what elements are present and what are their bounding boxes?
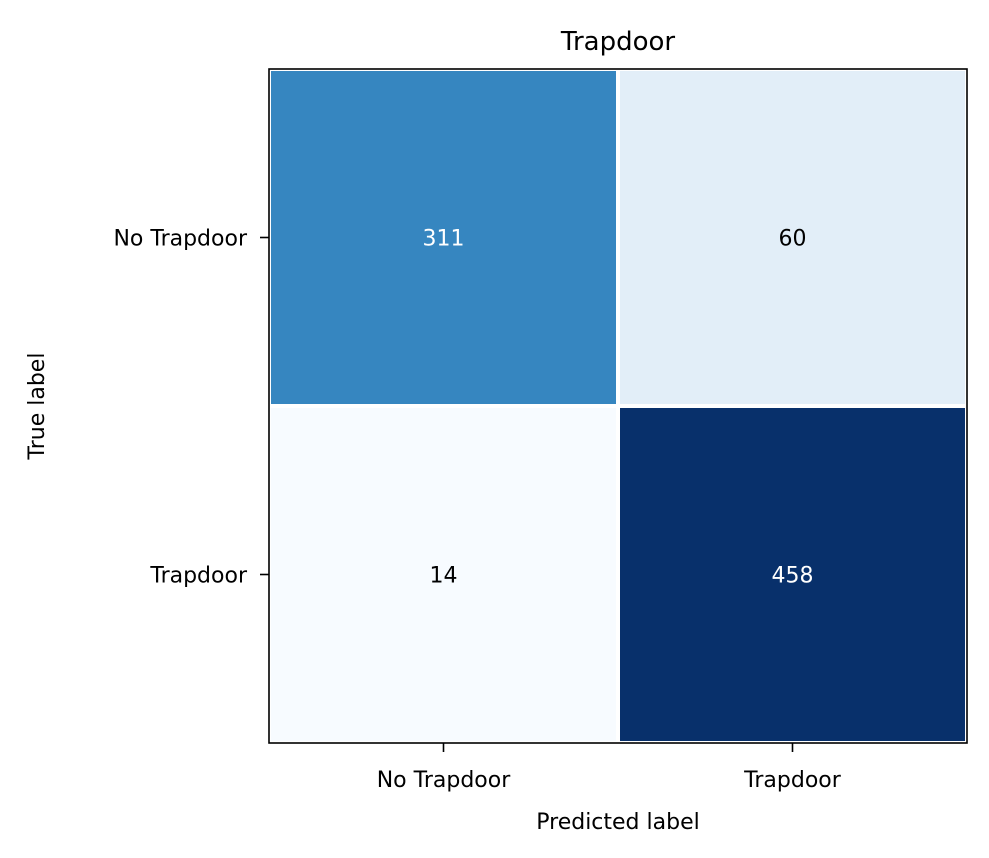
heatmap-cell-label-r0-c1: 60 — [779, 227, 807, 252]
chart-title: Trapdoor — [560, 27, 676, 57]
x-axis-ticks: No Trapdoor Trapdoor — [377, 743, 842, 793]
heatmap-cell-label-r0-c0: 311 — [423, 227, 465, 252]
y-axis-label: True label — [25, 353, 50, 461]
heatmap-cell-labels: 311 60 14 458 — [423, 227, 814, 589]
heatmap-cell-r1-c0 — [267, 404, 620, 745]
heatmap-cell-r1-c1 — [616, 404, 969, 745]
y-tick-label-0: No Trapdoor — [113, 227, 247, 252]
heatmap-cell-r0-c0 — [267, 67, 620, 408]
y-axis-ticks: No Trapdoor Trapdoor — [113, 227, 269, 589]
y-tick-label-1: Trapdoor — [149, 564, 248, 589]
x-tick-label-1: Trapdoor — [743, 768, 842, 793]
heatmap-cell-label-r1-c1: 458 — [772, 564, 814, 589]
heatmap-cells — [267, 67, 969, 745]
x-tick-label-0: No Trapdoor — [377, 768, 511, 793]
heatmap-cell-label-r1-c0: 14 — [430, 564, 458, 589]
plot-frame — [268, 68, 968, 744]
heatmap-cell-r0-c1 — [616, 67, 969, 408]
x-axis-label: Predicted label — [536, 810, 699, 835]
